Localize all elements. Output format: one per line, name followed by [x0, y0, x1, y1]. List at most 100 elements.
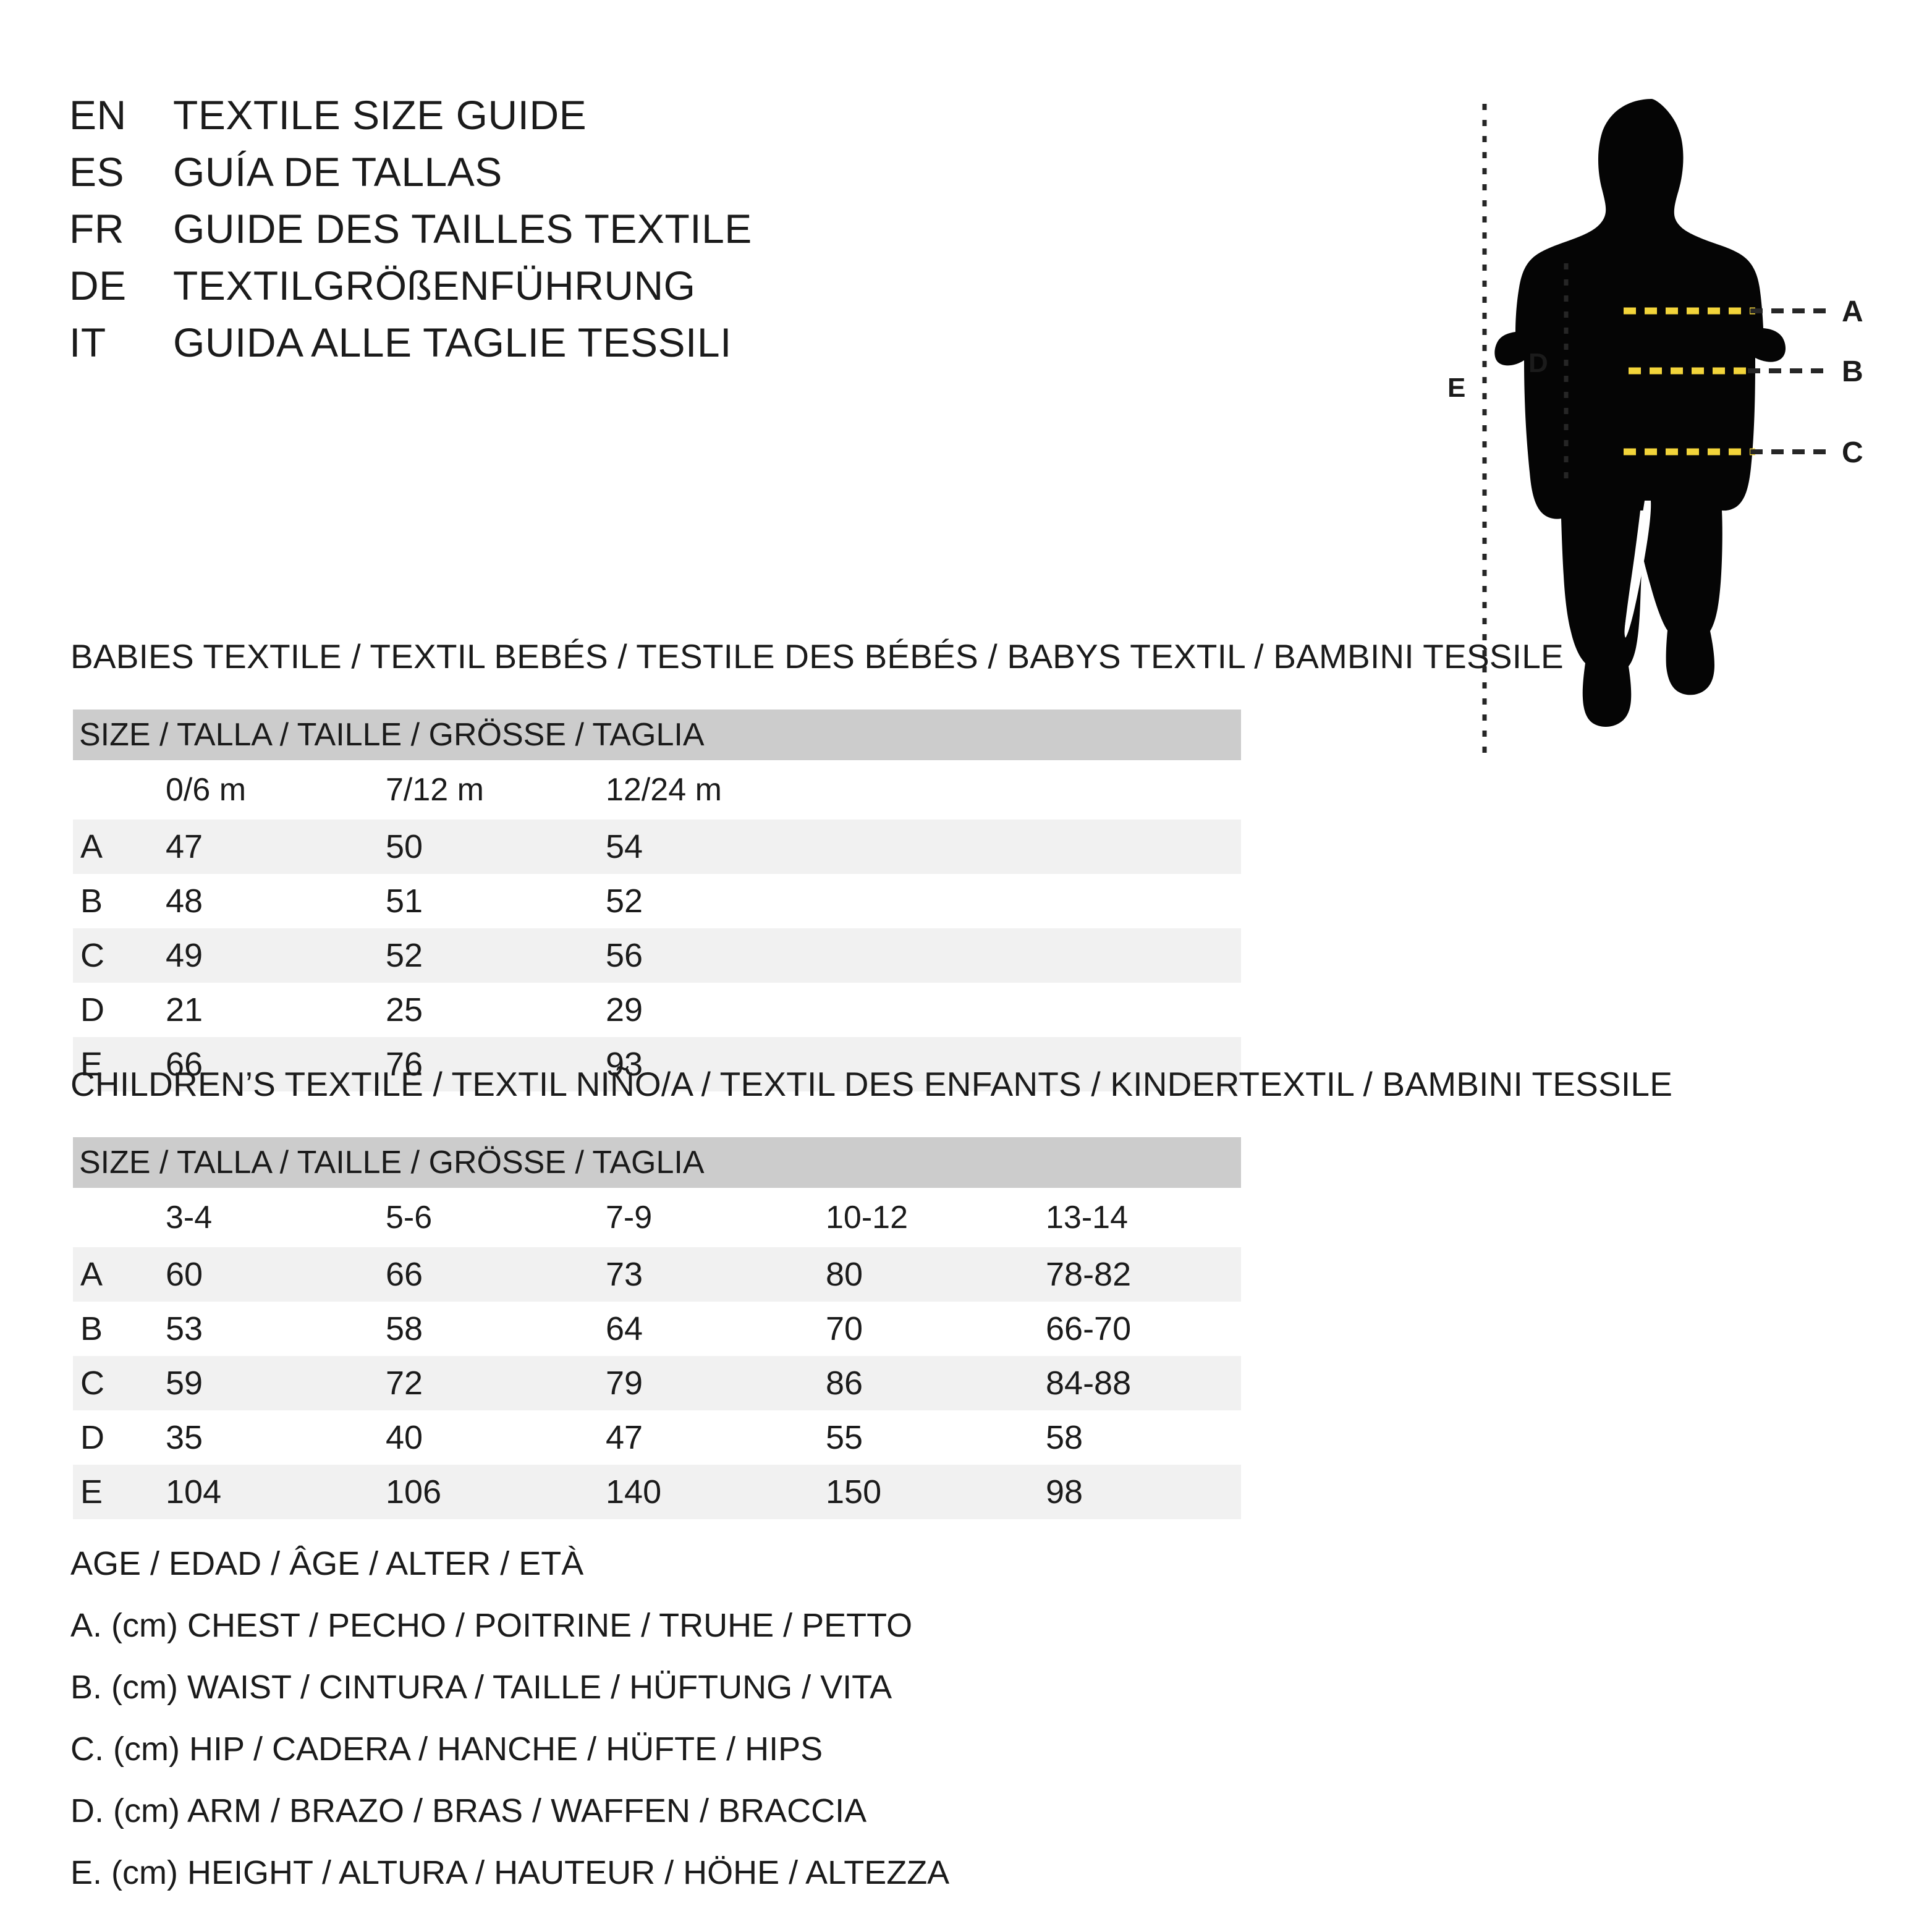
- children-cell-e-4: 98: [1046, 1473, 1083, 1510]
- babies-row-label-c: C: [80, 937, 104, 974]
- table-row: A 47 50 54: [73, 820, 1241, 874]
- measurement-figure-diagram: E D A B C: [1409, 74, 1904, 766]
- children-cell-d-1: 40: [386, 1419, 423, 1456]
- babies-row-label-e: E: [80, 1046, 103, 1083]
- language-code-it: IT: [69, 320, 106, 365]
- babies-cell-e-1: 76: [386, 1046, 423, 1083]
- babies-cell-b-1: 51: [386, 883, 423, 920]
- children-cell-a-1: 66: [386, 1256, 423, 1293]
- language-code-es: ES: [69, 149, 125, 195]
- language-title-it: GUIDA ALLE TAGLIE TESSILI: [173, 320, 732, 365]
- children-section-title: CHILDREN’S TEXTILE / TEXTIL NIÑO/A / TEX…: [70, 1065, 1673, 1103]
- children-cell-d-0: 35: [166, 1419, 203, 1456]
- babies-table-header-text: SIZE / TALLA / TAILLE / GRÖSSE / TAGLIA: [79, 717, 705, 753]
- children-cell-d-3: 55: [826, 1419, 863, 1456]
- babies-cell-a-1: 50: [386, 828, 423, 865]
- children-column-4: 13-14: [1046, 1200, 1128, 1235]
- babies-cell-d-2: 29: [606, 991, 643, 1028]
- children-cell-b-0: 53: [166, 1310, 203, 1347]
- babies-cell-a-0: 47: [166, 828, 203, 865]
- children-cell-b-4: 66-70: [1046, 1310, 1132, 1347]
- babies-column-0: 0/6 m: [166, 772, 247, 808]
- language-code-en: EN: [69, 92, 127, 138]
- babies-cell-c-1: 52: [386, 937, 423, 974]
- language-code-fr: FR: [69, 206, 124, 252]
- babies-column-header-row: 0/6 m 7/12 m 12/24 m: [73, 760, 1241, 820]
- babies-cell-d-0: 21: [166, 991, 203, 1028]
- language-title-es: GUÍA DE TALLAS: [173, 149, 502, 195]
- legend-item-arm: D. (cm) ARM / BRAZO / BRAS / WAFFEN / BR…: [70, 1792, 867, 1829]
- children-cell-d-2: 47: [606, 1419, 643, 1456]
- children-cell-c-4: 84-88: [1046, 1365, 1132, 1402]
- language-code-de: DE: [69, 263, 127, 308]
- language-row-en: EN TEXTILE SIZE GUIDE: [69, 91, 1244, 148]
- figure-label-d: D: [1528, 348, 1548, 378]
- legend-item-height: E. (cm) HEIGHT / ALTURA / HAUTEUR / HÖHE…: [70, 1854, 950, 1891]
- language-header-block: EN TEXTILE SIZE GUIDE ES GUÍA DE TALLAS …: [69, 91, 1244, 376]
- figure-label-c: C: [1842, 436, 1863, 469]
- babies-cell-b-2: 52: [606, 883, 643, 920]
- language-row-de: DE TEXTILGRÖßENFÜHRUNG: [69, 262, 1244, 319]
- babies-size-table: SIZE / TALLA / TAILLE / GRÖSSE / TAGLIA …: [73, 710, 1241, 1091]
- babies-cell-e-0: 66: [166, 1046, 203, 1083]
- children-table-header-bar: SIZE / TALLA / TAILLE / GRÖSSE / TAGLIA: [73, 1137, 1241, 1188]
- language-title-en: TEXTILE SIZE GUIDE: [173, 92, 587, 138]
- figure-label-b: B: [1842, 355, 1863, 388]
- children-cell-e-2: 140: [606, 1473, 662, 1510]
- children-table-header-text: SIZE / TALLA / TAILLE / GRÖSSE / TAGLIA: [79, 1145, 705, 1180]
- figure-label-a: A: [1842, 295, 1863, 328]
- child-silhouette-icon: [1494, 99, 1786, 727]
- children-cell-a-3: 80: [826, 1256, 863, 1293]
- babies-cell-d-1: 25: [386, 991, 423, 1028]
- babies-cell-c-2: 56: [606, 937, 643, 974]
- legend-item-hip: C. (cm) HIP / CADERA / HANCHE / HÜFTE / …: [70, 1731, 823, 1768]
- children-cell-a-4: 78-82: [1046, 1256, 1132, 1293]
- children-cell-b-1: 58: [386, 1310, 423, 1347]
- children-cell-c-1: 72: [386, 1365, 423, 1402]
- children-column-0: 3-4: [166, 1200, 213, 1235]
- children-cell-d-4: 58: [1046, 1419, 1083, 1456]
- babies-cell-c-0: 49: [166, 937, 203, 974]
- children-cell-e-0: 104: [166, 1473, 222, 1510]
- children-row-label-a: A: [80, 1256, 103, 1293]
- table-row: B 53 58 64 70 66-70: [73, 1302, 1241, 1356]
- table-row: D 35 40 47 55 58: [73, 1410, 1241, 1465]
- babies-cell-e-2: 93: [606, 1046, 643, 1083]
- children-cell-e-1: 106: [386, 1473, 442, 1510]
- babies-section-title: BABIES TEXTILE / TEXTIL BEBÉS / TESTILE …: [70, 637, 1564, 676]
- figure-label-e: E: [1447, 373, 1465, 403]
- babies-cell-a-2: 54: [606, 828, 643, 865]
- children-row-label-d: D: [80, 1419, 104, 1456]
- babies-column-1: 7/12 m: [386, 772, 484, 808]
- babies-row-label-b: B: [80, 883, 103, 920]
- children-cell-e-3: 150: [826, 1473, 882, 1510]
- children-column-1: 5-6: [386, 1200, 433, 1235]
- table-row: C 49 52 56: [73, 928, 1241, 983]
- language-title-fr: GUIDE DES TAILLES TEXTILE: [173, 206, 752, 252]
- language-row-es: ES GUÍA DE TALLAS: [69, 148, 1244, 205]
- children-cell-a-0: 60: [166, 1256, 203, 1293]
- table-row: E 66 76 93: [73, 1037, 1241, 1091]
- legend-heading-age: AGE / EDAD / ÂGE / ALTER / ETÀ: [70, 1545, 584, 1582]
- babies-column-2: 12/24 m: [606, 772, 722, 808]
- measurement-legend: AGE / EDAD / ÂGE / ALTER / ETÀ A. (cm) C…: [70, 1533, 1245, 1904]
- children-row-label-c: C: [80, 1365, 104, 1402]
- legend-item-waist: B. (cm) WAIST / CINTURA / TAILLE / HÜFTU…: [70, 1669, 892, 1706]
- table-row: E 104 106 140 150 98: [73, 1465, 1241, 1519]
- legend-item-chest: A. (cm) CHEST / PECHO / POITRINE / TRUHE…: [70, 1607, 913, 1644]
- children-cell-c-2: 79: [606, 1365, 643, 1402]
- child-silhouette-svg: E D A B C: [1447, 99, 1863, 754]
- table-row: B 48 51 52: [73, 874, 1241, 928]
- babies-row-label-d: D: [80, 991, 104, 1028]
- language-title-de: TEXTILGRÖßENFÜHRUNG: [173, 263, 696, 308]
- table-row: A 60 66 73 80 78-82: [73, 1247, 1241, 1302]
- children-row-label-b: B: [80, 1310, 103, 1347]
- table-row: D 21 25 29: [73, 983, 1241, 1037]
- language-row-it: IT GUIDA ALLE TAGLIE TESSILI: [69, 319, 1244, 376]
- children-cell-b-3: 70: [826, 1310, 863, 1347]
- children-column-2: 7-9: [606, 1200, 653, 1235]
- babies-row-label-a: A: [80, 828, 103, 865]
- children-cell-b-2: 64: [606, 1310, 643, 1347]
- babies-cell-b-0: 48: [166, 883, 203, 920]
- table-row: C 59 72 79 86 84-88: [73, 1356, 1241, 1410]
